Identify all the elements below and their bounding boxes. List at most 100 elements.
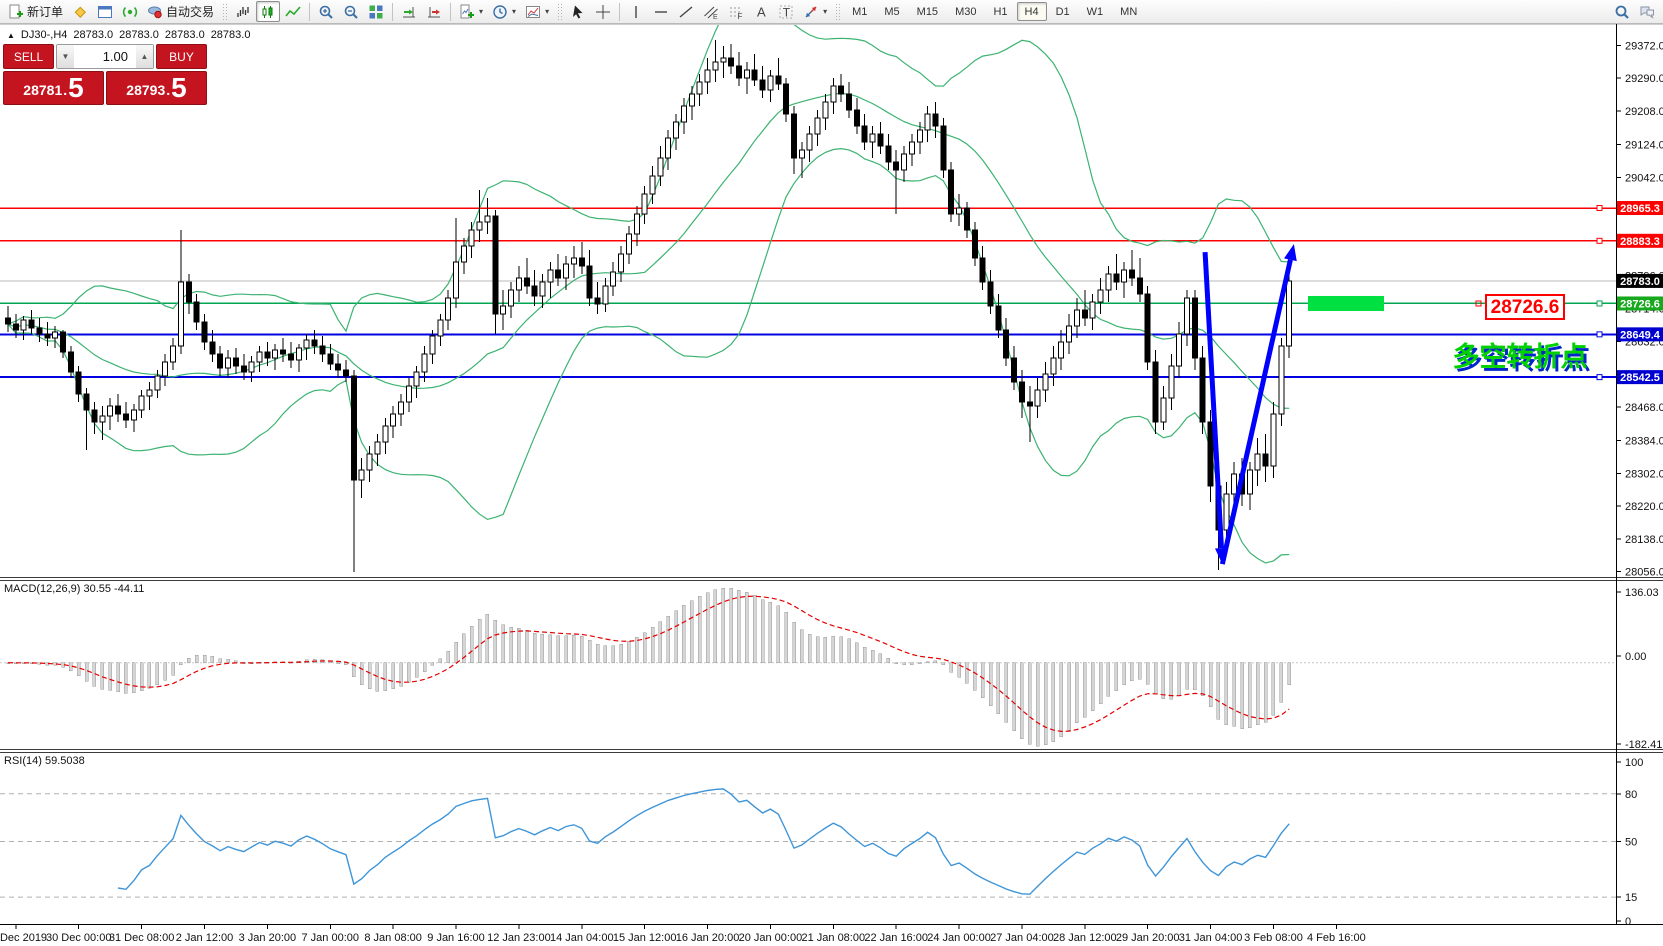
candle	[256, 351, 263, 363]
volume-decrease-button[interactable]: ▼	[57, 45, 74, 68]
price-tick-label: 28468.0	[1625, 402, 1663, 414]
tile-windows-button[interactable]	[364, 1, 388, 22]
arrows-button[interactable]: ▾	[799, 1, 831, 22]
macd-histogram-bar	[847, 638, 851, 663]
price-callout-box[interactable]	[1485, 294, 1565, 320]
hline-handle[interactable]	[1596, 331, 1603, 338]
blue-trend-arrow-down[interactable]	[1202, 251, 1224, 549]
new-order-button[interactable]: 新订单	[4, 1, 67, 22]
periods-button[interactable]: ▾	[488, 1, 520, 22]
candle	[1018, 381, 1025, 403]
auto-scroll-button[interactable]	[397, 1, 421, 22]
chart-shift-button[interactable]	[422, 1, 446, 22]
sell-button[interactable]: SELL	[3, 44, 54, 69]
macd-histogram-bar	[1075, 662, 1079, 724]
chat-icon	[1640, 6, 1654, 19]
volume-input[interactable]: 1.00	[74, 45, 136, 68]
timeframe-button-d1[interactable]: D1	[1055, 5, 1070, 18]
macd-histogram-bar	[713, 589, 718, 663]
macd-histogram-bar	[886, 658, 891, 663]
chat-button[interactable]	[1635, 1, 1659, 22]
horizontal-line-button[interactable]	[649, 1, 673, 22]
candle	[476, 221, 483, 231]
timeframe-button-m30[interactable]: M30	[955, 5, 977, 18]
price-tick-label: 29372.0	[1625, 40, 1663, 52]
candle	[287, 353, 294, 361]
volume-increase-button[interactable]: ▲	[136, 45, 153, 68]
time-tick-label: 27 Jan 04:00	[990, 932, 1054, 944]
hline-handle[interactable]	[1596, 237, 1603, 244]
candle	[877, 133, 884, 147]
candle	[162, 361, 169, 377]
symbol-header: ▲ DJ30-,H4 28783.0 28783.0 28783.0 28783…	[7, 29, 250, 41]
candle	[932, 113, 939, 127]
macd-axis: 136.03 0.00 -182.41 MACD(12,26,9) 30.55 -44…	[4, 583, 1662, 751]
zoom-in-button[interactable]	[314, 1, 338, 22]
hline-handle[interactable]	[1596, 205, 1603, 211]
candle	[350, 375, 357, 481]
signals-button[interactable]	[118, 1, 142, 22]
timeframe-button-w1[interactable]: W1	[1086, 5, 1104, 18]
collapse-panel-icon[interactable]: ▲	[7, 30, 15, 40]
bar-chart-button[interactable]	[231, 1, 255, 22]
candle	[1191, 297, 1198, 359]
candle	[36, 327, 43, 335]
arrows-icon	[805, 6, 817, 17]
candle	[67, 351, 74, 373]
macd-histogram-bar	[1177, 662, 1181, 696]
time-tick-label: 28 Jan 12:00	[1053, 932, 1117, 944]
line-chart-button[interactable]	[281, 1, 305, 22]
macd-histogram-bar	[1208, 662, 1213, 708]
text-button[interactable]: A	[749, 1, 773, 22]
templates-icon	[526, 5, 541, 18]
macd-axis-label: 0.00	[1625, 651, 1646, 663]
timeframe-button-m5[interactable]: M5	[884, 5, 900, 18]
macd-histogram-bar	[752, 595, 757, 663]
fibonacci-button[interactable]: F	[724, 1, 748, 22]
zoom-out-button[interactable]	[339, 1, 363, 22]
vertical-line-button[interactable]	[624, 1, 648, 22]
market-watch-button[interactable]	[68, 1, 92, 22]
text-label-button[interactable]: T	[774, 1, 798, 22]
green-highlight-rect[interactable]	[1308, 295, 1384, 311]
candle-chart-button[interactable]	[256, 1, 281, 22]
candle	[602, 285, 609, 305]
timeframe-button-mn[interactable]: MN	[1120, 5, 1138, 18]
equidistant-channel-button[interactable]: E	[699, 1, 723, 22]
ohlc-close: 28783.0	[210, 29, 251, 41]
search-button[interactable]	[1610, 1, 1634, 22]
macd-histogram-bar	[1106, 662, 1111, 697]
indicators-button[interactable]: ▾	[455, 1, 487, 22]
blue-trend-arrow-up[interactable]	[1219, 259, 1293, 565]
macd-histogram-bar	[1098, 662, 1103, 704]
macd-histogram-bar	[108, 662, 112, 691]
buy-price-button[interactable]: 28793 . 5	[106, 71, 207, 105]
timeframe-button-m15[interactable]: M15	[916, 5, 939, 18]
candle	[806, 133, 813, 151]
timeframe-button-h4[interactable]: H4	[1016, 2, 1047, 21]
sell-price-button[interactable]: 28781 . 5	[3, 71, 104, 105]
auto-trading-button[interactable]: 自动交易	[143, 1, 218, 22]
candle	[673, 121, 680, 139]
cursor-button[interactable]	[566, 1, 590, 22]
time-tick-label: 26 Dec 2019	[0, 932, 47, 944]
candle	[107, 405, 114, 417]
candle	[232, 357, 239, 367]
timeframe-button-m1[interactable]: M1	[852, 5, 868, 18]
candle	[1278, 345, 1285, 415]
hline-handle[interactable]	[1596, 300, 1603, 307]
candle	[814, 117, 821, 135]
macd-histogram-bar	[477, 619, 482, 663]
buy-button[interactable]: BUY	[156, 44, 207, 69]
timeframe-button-h1[interactable]: H1	[993, 5, 1008, 18]
trendline-button[interactable]	[674, 1, 698, 22]
crosshair-button[interactable]	[591, 1, 615, 22]
chart-window-button[interactable]	[93, 1, 117, 22]
macd-histogram-bar	[1043, 662, 1048, 746]
hline-handle[interactable]	[1596, 374, 1603, 381]
candle	[1026, 401, 1033, 407]
macd-histogram-bar	[784, 611, 788, 663]
templates-button[interactable]: ▾	[521, 1, 553, 22]
